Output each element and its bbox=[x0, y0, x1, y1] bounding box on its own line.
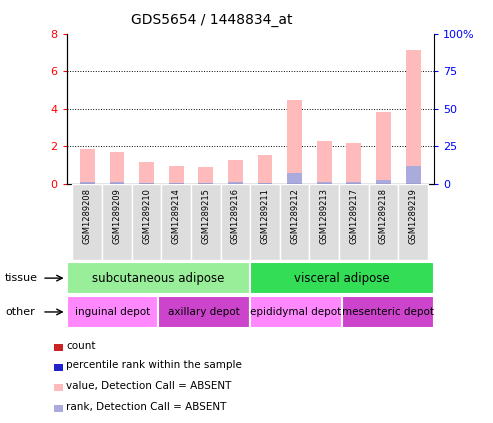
Text: GSM1289208: GSM1289208 bbox=[83, 188, 92, 244]
Bar bbox=[310, 184, 339, 260]
Bar bbox=[54, 344, 63, 351]
Text: percentile rank within the sample: percentile rank within the sample bbox=[66, 360, 242, 371]
Text: value, Detection Call = ABSENT: value, Detection Call = ABSENT bbox=[66, 381, 232, 391]
Text: inguinal depot: inguinal depot bbox=[75, 307, 150, 317]
Text: visceral adipose: visceral adipose bbox=[294, 272, 390, 285]
Bar bbox=[228, 160, 243, 184]
Text: GSM1289210: GSM1289210 bbox=[142, 188, 151, 244]
Bar bbox=[250, 184, 280, 260]
Bar bbox=[250, 296, 342, 328]
Bar bbox=[67, 262, 250, 294]
Text: GSM1289213: GSM1289213 bbox=[320, 188, 329, 244]
Bar bbox=[169, 166, 183, 184]
Text: GSM1289209: GSM1289209 bbox=[112, 188, 121, 244]
Bar bbox=[376, 112, 391, 184]
Text: subcutaneous adipose: subcutaneous adipose bbox=[92, 272, 225, 285]
Bar bbox=[317, 141, 332, 184]
Text: GDS5654 / 1448834_at: GDS5654 / 1448834_at bbox=[131, 13, 293, 27]
Text: GSM1289214: GSM1289214 bbox=[172, 188, 180, 244]
Bar bbox=[398, 184, 428, 260]
Text: tissue: tissue bbox=[5, 273, 38, 283]
Bar bbox=[228, 182, 243, 184]
Bar bbox=[161, 184, 191, 260]
Text: axillary depot: axillary depot bbox=[169, 307, 240, 317]
Bar bbox=[72, 184, 102, 260]
Bar bbox=[139, 183, 154, 184]
Bar bbox=[317, 182, 332, 184]
Text: epididymal depot: epididymal depot bbox=[250, 307, 342, 317]
Bar bbox=[67, 296, 158, 328]
Text: GSM1289218: GSM1289218 bbox=[379, 188, 388, 244]
Text: GSM1289212: GSM1289212 bbox=[290, 188, 299, 244]
Bar bbox=[54, 405, 63, 412]
Bar bbox=[342, 296, 434, 328]
Bar bbox=[198, 183, 213, 184]
Bar bbox=[287, 101, 302, 184]
Bar bbox=[80, 181, 95, 184]
Bar bbox=[158, 296, 250, 328]
Bar bbox=[169, 183, 183, 184]
Text: mesenteric depot: mesenteric depot bbox=[342, 307, 434, 317]
Bar bbox=[258, 155, 273, 184]
Text: GSM1289216: GSM1289216 bbox=[231, 188, 240, 244]
Bar bbox=[191, 184, 220, 260]
Bar bbox=[54, 364, 63, 371]
Bar bbox=[220, 184, 250, 260]
Bar bbox=[406, 166, 421, 184]
Bar bbox=[347, 182, 361, 184]
Bar bbox=[109, 181, 124, 184]
Text: GSM1289215: GSM1289215 bbox=[201, 188, 211, 244]
Bar bbox=[139, 162, 154, 184]
Bar bbox=[132, 184, 161, 260]
Bar bbox=[287, 173, 302, 184]
Bar bbox=[347, 143, 361, 184]
Bar bbox=[80, 149, 95, 184]
Text: GSM1289217: GSM1289217 bbox=[350, 188, 358, 244]
Text: GSM1289211: GSM1289211 bbox=[260, 188, 270, 244]
Text: GSM1289219: GSM1289219 bbox=[409, 188, 418, 244]
Bar bbox=[250, 262, 434, 294]
Text: other: other bbox=[5, 307, 35, 317]
Bar bbox=[258, 183, 273, 184]
Bar bbox=[54, 384, 63, 391]
Bar bbox=[280, 184, 310, 260]
Bar bbox=[102, 184, 132, 260]
Bar bbox=[198, 168, 213, 184]
Bar bbox=[339, 184, 369, 260]
Text: rank, Detection Call = ABSENT: rank, Detection Call = ABSENT bbox=[66, 402, 227, 412]
Bar bbox=[406, 50, 421, 184]
Bar bbox=[376, 180, 391, 184]
Bar bbox=[369, 184, 398, 260]
Text: count: count bbox=[66, 341, 96, 351]
Bar bbox=[109, 152, 124, 184]
